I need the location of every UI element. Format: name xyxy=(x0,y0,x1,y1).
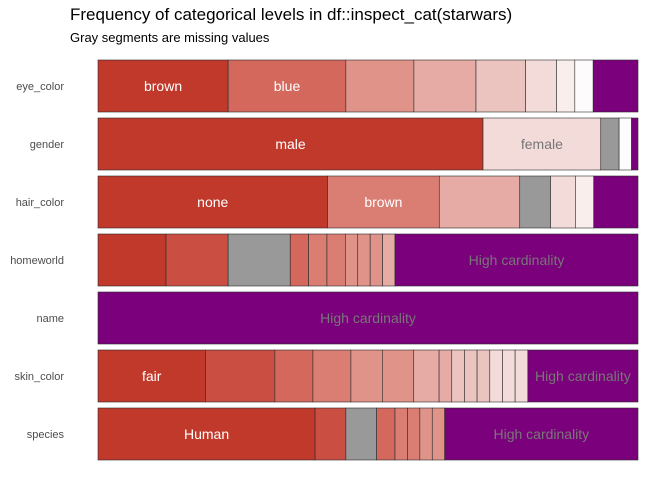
bar-segment xyxy=(382,349,415,403)
bar-hair_color: none brown xyxy=(97,175,639,229)
bar-segment xyxy=(345,233,359,287)
bar-segment xyxy=(407,407,421,461)
bar-segment xyxy=(274,349,314,403)
bar-segment xyxy=(394,407,408,461)
bar-segment xyxy=(97,407,316,461)
segment-label: High cardinality xyxy=(320,310,416,326)
bar-segment xyxy=(165,233,229,287)
bar-segment xyxy=(618,117,632,171)
segment-label: High cardinality xyxy=(469,252,565,268)
bar-segment xyxy=(97,59,229,113)
segment-label: High cardinality xyxy=(493,426,589,442)
bar-segment xyxy=(444,407,639,461)
bar-segment xyxy=(314,407,347,461)
chart-title: Frequency of categorical levels in df::i… xyxy=(70,5,513,24)
bar-segment xyxy=(438,175,521,229)
y-tick-label: homeworld xyxy=(10,255,64,267)
bar-segment xyxy=(345,407,377,461)
bar-segment xyxy=(489,349,503,403)
bar-segment xyxy=(350,349,383,403)
y-tick-label: species xyxy=(27,429,65,441)
bar-segment xyxy=(475,59,526,113)
bar-segment xyxy=(357,233,371,287)
bar-segment xyxy=(327,175,440,229)
bar-segment xyxy=(431,407,445,461)
segment-label: blue xyxy=(274,78,301,94)
bar-segment xyxy=(205,349,276,403)
bar-segment xyxy=(502,349,516,403)
segment-label: none xyxy=(197,194,228,210)
bar-segment xyxy=(312,349,352,403)
bar-segment xyxy=(227,233,291,287)
segment-label: male xyxy=(275,136,306,152)
bar-segment xyxy=(419,407,433,461)
bar-segment xyxy=(592,59,639,113)
bar-skin_color: fair High cardinality xyxy=(97,349,639,403)
bar-segment xyxy=(394,233,639,287)
segment-label: female xyxy=(521,136,563,152)
bar-segment xyxy=(308,233,328,287)
bar-segment xyxy=(464,349,478,403)
bar-segment xyxy=(97,291,639,345)
bar-segment xyxy=(369,233,383,287)
y-tick-label: skin_color xyxy=(14,371,64,383)
bar-segment xyxy=(519,175,551,229)
bar-eye_color: brown blue xyxy=(97,59,639,113)
bars-layer: brown blue male female none brown High cardina… xyxy=(97,59,639,461)
bar-segment xyxy=(556,59,576,113)
bar-homeworld: High cardinality xyxy=(97,233,639,287)
bar-segment xyxy=(514,349,529,403)
bar-segment xyxy=(451,349,465,403)
bar-segment xyxy=(438,349,453,403)
y-tick-label: name xyxy=(36,313,64,325)
bar-segment xyxy=(593,175,639,229)
bar-segment xyxy=(382,233,396,287)
bar-segment xyxy=(476,349,491,403)
bar-name: High cardinality xyxy=(97,291,639,345)
segment-label: brown xyxy=(144,78,182,94)
bar-segment xyxy=(413,59,477,113)
bar-segment xyxy=(326,233,346,287)
bar-segment xyxy=(527,349,639,403)
y-tick-label: hair_color xyxy=(16,197,65,209)
bar-segment xyxy=(97,175,328,229)
bar-segment xyxy=(631,117,639,171)
segment-label: fair xyxy=(142,368,162,384)
bar-segment xyxy=(600,117,620,171)
y-tick-label: eye_color xyxy=(16,81,64,93)
bar-gender: male female xyxy=(97,117,639,171)
bar-segment xyxy=(413,349,440,403)
bar-species: Human High cardinality xyxy=(97,407,639,461)
bar-segment xyxy=(376,407,396,461)
bar-segment xyxy=(575,175,595,229)
bar-segment xyxy=(482,117,602,171)
chart-subtitle: Gray segments are missing values xyxy=(70,30,270,45)
segment-label: High cardinality xyxy=(535,368,631,384)
bar-segment xyxy=(97,117,484,171)
bar-segment xyxy=(525,59,557,113)
segment-label: brown xyxy=(364,194,402,210)
segment-label: Human xyxy=(184,426,229,442)
bar-segment xyxy=(289,233,309,287)
bar-segment xyxy=(574,59,594,113)
bar-segment xyxy=(550,175,576,229)
bar-segment xyxy=(345,59,415,113)
bar-segment xyxy=(97,349,206,403)
bar-segment xyxy=(97,233,167,287)
y-tick-label: gender xyxy=(30,139,65,151)
